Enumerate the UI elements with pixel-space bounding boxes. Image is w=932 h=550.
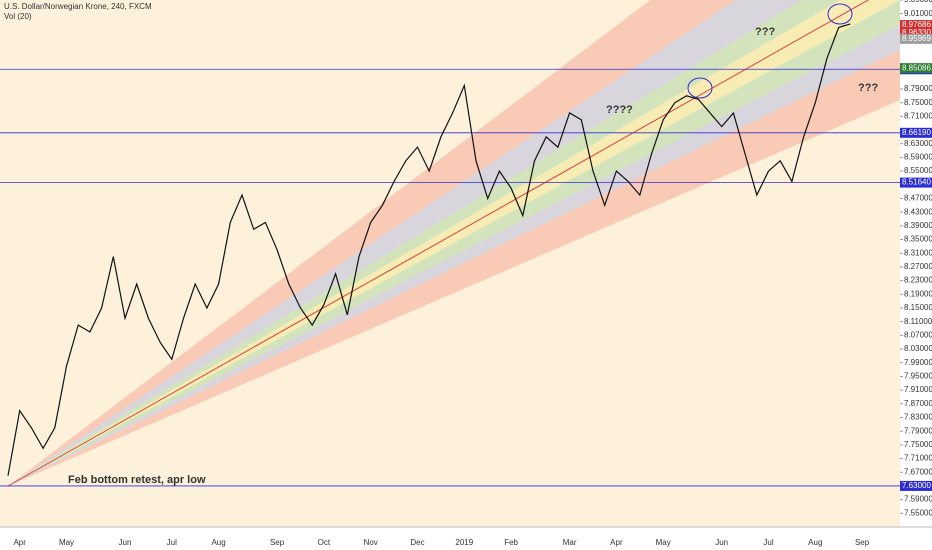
x-tick-label: Apr (13, 538, 26, 547)
x-tick-label: Feb (504, 538, 518, 547)
y-tick-label: 7.87000 (904, 399, 932, 408)
y-tick-label: 9.01000 (904, 9, 932, 18)
highlight-circle (827, 3, 853, 25)
level-label: 8.66190 (902, 128, 931, 137)
annotation: ???? (606, 104, 633, 116)
fan-band (8, 50, 900, 486)
highlight-circle (687, 77, 713, 99)
x-tick-label: May (59, 538, 74, 547)
price-tag (900, 33, 932, 44)
annotation: ??? (755, 26, 775, 38)
x-tick-label: Jul (167, 538, 177, 547)
fan (7, 0, 900, 487)
y-tick-label: 8.19000 (904, 289, 932, 298)
x-tick-label: 2019 (455, 538, 473, 547)
x-tick-label: Sep (270, 538, 285, 547)
y-tick-label: 8.15000 (904, 303, 932, 312)
y-tick-label: 8.23000 (904, 276, 932, 285)
price-tag-label: 8.95969 (902, 34, 931, 43)
price-tag (900, 20, 932, 31)
annotation: ??? (858, 82, 878, 94)
x-tick-label: May (656, 538, 671, 547)
y-tick-label: 8.03000 (904, 344, 932, 353)
x-tick-label: Jun (119, 538, 132, 547)
x-tick-label: Jul (763, 538, 773, 547)
price-tag-label: 8.85086 (902, 63, 931, 72)
y-tick-label: 8.43000 (904, 207, 932, 216)
level-label: 7.63000 (902, 481, 931, 490)
y-tick-label: 8.55000 (904, 166, 932, 175)
level-tag (900, 177, 932, 188)
y-tick-label: 7.75000 (904, 440, 932, 449)
x-tick-label: Jun (715, 538, 728, 547)
y-tick-label: 8.75000 (904, 98, 932, 107)
x-tick-label: Aug (211, 538, 225, 547)
price-line (7, 23, 851, 476)
y-tick-label: 9.05000 (904, 0, 932, 4)
price-tag-label: 8.96330 (902, 28, 931, 37)
price-tag (900, 63, 932, 74)
chart-title: U.S. Dollar/Norwegian Krone, 240, FXCM (4, 2, 152, 11)
y-tick-label: 7.79000 (904, 426, 932, 435)
level-tag (900, 127, 932, 138)
y-tick-label: 8.27000 (904, 262, 932, 271)
x-tick-label: Apr (610, 538, 623, 547)
annotation: Feb bottom retest, apr low (68, 474, 206, 486)
level-label: 8.51640 (902, 178, 931, 187)
y-tick-label: 8.07000 (904, 330, 932, 339)
y-tick-label: 7.67000 (904, 467, 932, 476)
x-tick-label: Oct (318, 538, 331, 547)
y-tick-label: 7.59000 (904, 495, 932, 504)
fan-band (8, 0, 900, 486)
level-tag (900, 480, 932, 491)
y-tick-label: 8.11000 (904, 317, 932, 326)
x-tick-label: Mar (563, 538, 577, 547)
indicator-label: Vol (20) (4, 12, 32, 21)
fan-band (8, 0, 900, 486)
y-tick-label: 8.59000 (904, 153, 932, 162)
y-tick-label: 8.39000 (904, 221, 932, 230)
y-tick-label: 8.31000 (904, 248, 932, 257)
y-tick-label: 7.55000 (904, 508, 932, 517)
y-tick-label: 8.71000 (904, 111, 932, 120)
fan-band (8, 0, 802, 486)
y-tick-label: 8.79000 (904, 84, 932, 93)
y-tick-label: 7.83000 (904, 413, 932, 422)
fan-band (8, 0, 841, 486)
fan-band (8, 0, 736, 486)
y-tick-label: 7.91000 (904, 385, 932, 394)
y-tick-label: 8.63000 (904, 139, 932, 148)
y-tick-label: 8.35000 (904, 235, 932, 244)
price-tag-label: 8.97686 (902, 20, 931, 29)
plot-background (0, 0, 900, 527)
y-tick-label: 7.99000 (904, 358, 932, 367)
x-tick-label: Aug (808, 538, 822, 547)
fan-band (8, 25, 900, 486)
fan-median (7, 0, 870, 487)
x-tick-label: Dec (410, 538, 424, 547)
y-tick-label: 7.95000 (904, 372, 932, 381)
x-tick-label: Sep (855, 538, 870, 547)
price-axis (900, 0, 932, 550)
x-tick-label: Nov (364, 538, 378, 547)
y-tick-label: 7.71000 (904, 454, 932, 463)
price-tag (900, 27, 932, 38)
y-tick-label: 8.47000 (904, 194, 932, 203)
